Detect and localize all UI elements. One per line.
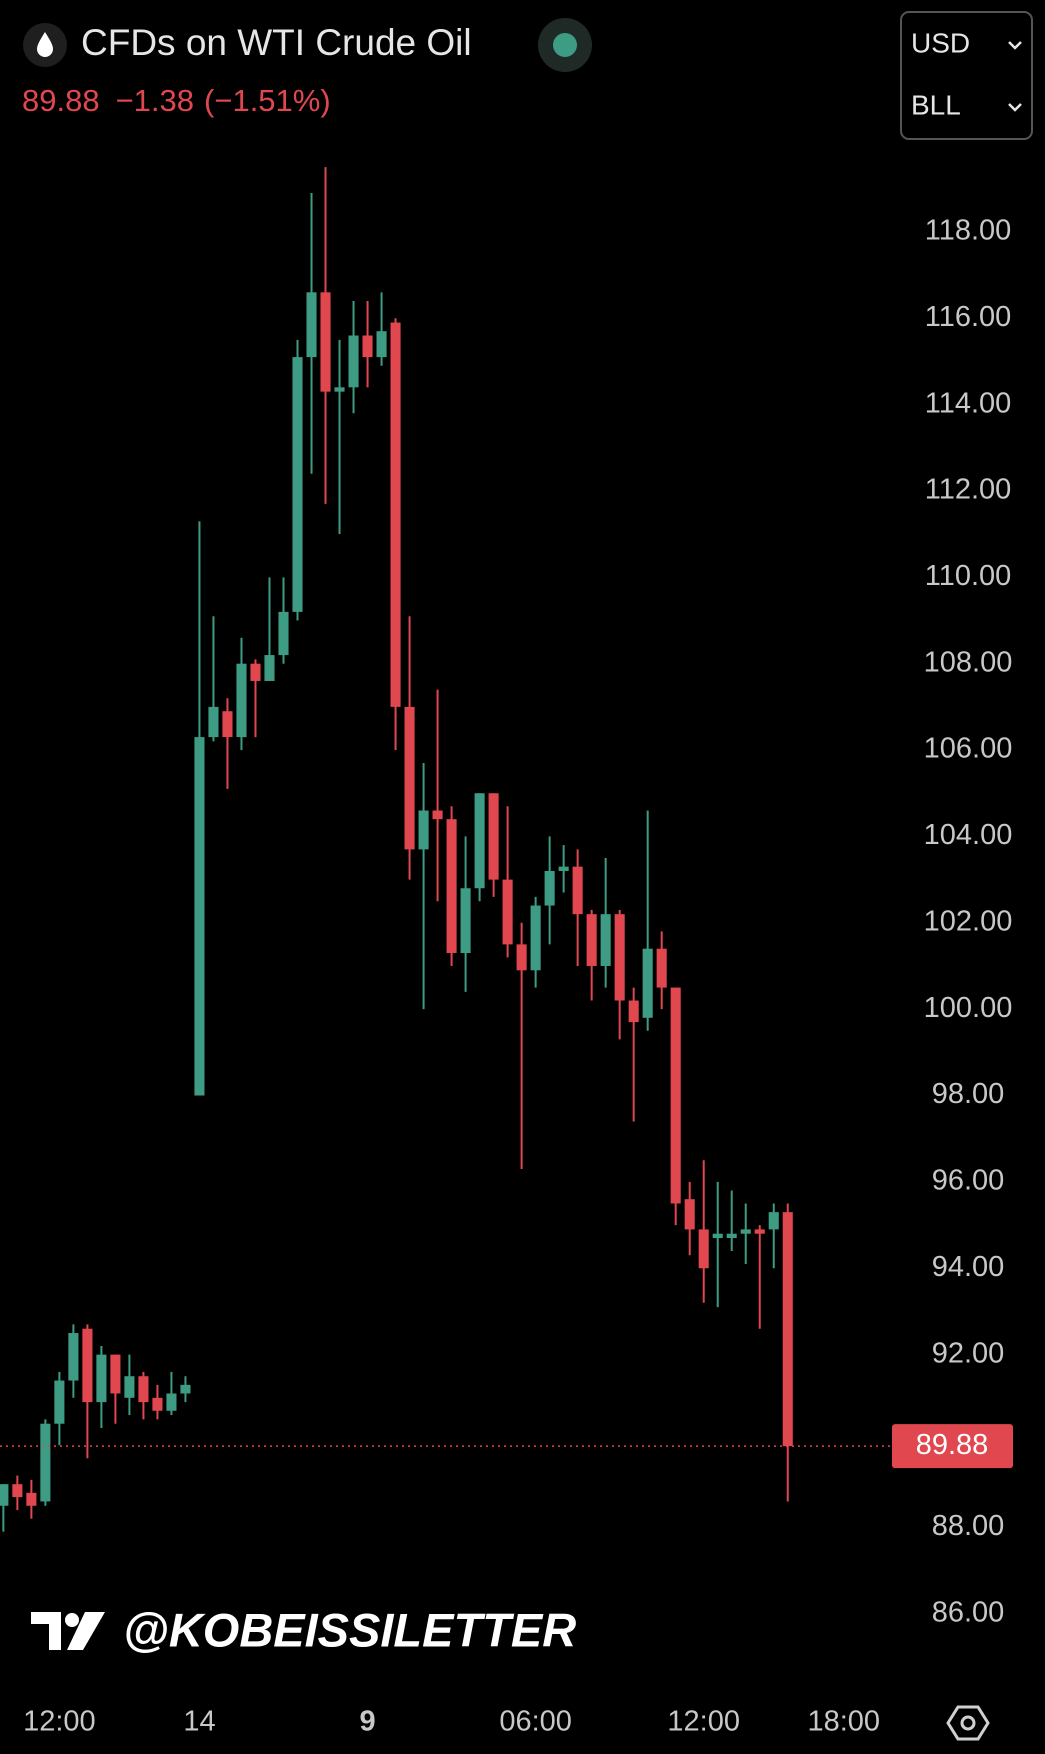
y-tick-label: 96.00 [932, 1165, 1005, 1197]
y-tick-label: 106.00 [924, 733, 1013, 765]
candle-body [138, 1376, 149, 1403]
x-tick-label: 9 [359, 1706, 375, 1738]
candle-body [376, 331, 387, 358]
candle-body [180, 1384, 191, 1394]
x-tick-label: 06:00 [499, 1706, 572, 1738]
unit-select[interactable]: BLL [911, 89, 961, 120]
candle-body [600, 914, 611, 966]
candle-body [628, 1000, 639, 1023]
candle-body [82, 1328, 93, 1403]
watermark: @KOBEISSILETTER [123, 1603, 576, 1656]
candle-body [166, 1393, 177, 1411]
candle-body [278, 611, 289, 656]
candle-body [558, 866, 569, 871]
candle-body [530, 905, 541, 971]
candle-body [152, 1397, 163, 1411]
y-tick-label: 98.00 [932, 1078, 1005, 1110]
candle-body [208, 706, 219, 738]
dropdown-panel [900, 11, 1033, 140]
header-price: 89.88 [22, 83, 100, 118]
candle-body [404, 706, 415, 850]
y-tick-label: 110.00 [925, 560, 1012, 592]
candle-body [264, 655, 275, 681]
candle-body [712, 1233, 723, 1239]
candle-body [320, 292, 331, 392]
header-change-percent: (−1.51%) [204, 83, 331, 118]
candle-body [12, 1484, 23, 1498]
candle-body [306, 292, 317, 358]
candle-body [586, 914, 597, 966]
y-tick-label: 114.00 [925, 387, 1012, 419]
y-tick-label: 88.00 [932, 1510, 1005, 1542]
chart-title: CFDs on WTI Crude Oil [81, 22, 472, 63]
y-tick-label: 104.00 [924, 819, 1013, 851]
candle-body [516, 944, 527, 971]
candle-body [698, 1229, 709, 1269]
candle-body [222, 711, 233, 738]
candle-body [754, 1229, 765, 1234]
candle-body [684, 1199, 695, 1230]
candle-body [194, 737, 205, 1096]
oil-drop [37, 32, 53, 57]
y-tick-label: 86.00 [932, 1596, 1005, 1628]
x-tick-label: 18:00 [807, 1706, 880, 1738]
y-tick-label: 100.00 [924, 992, 1013, 1024]
candle-body [740, 1229, 751, 1234]
chevron [1008, 103, 1022, 112]
chevron [1008, 41, 1022, 50]
candle-body [348, 335, 359, 388]
candle-body [614, 914, 625, 1001]
x-tick-label: 12:00 [667, 1706, 740, 1738]
candle-body [68, 1333, 79, 1381]
last-price-label: 89.88 [916, 1429, 989, 1461]
y-tick-label: 102.00 [924, 905, 1013, 937]
candle-body [236, 663, 247, 738]
candle-body [488, 793, 499, 880]
candle-body [446, 819, 457, 954]
candle-body [26, 1492, 37, 1506]
candle-body [292, 357, 303, 612]
candle-body [670, 987, 681, 1204]
candle-body [502, 879, 513, 945]
candle-body [250, 663, 261, 681]
candle-body [544, 870, 555, 906]
candle-body [642, 948, 653, 1018]
candle-body [432, 810, 443, 820]
candle-body [96, 1354, 107, 1403]
tv-logo [31, 1612, 105, 1650]
candle-body [110, 1354, 121, 1394]
candle-body [460, 888, 471, 954]
settings-icon[interactable] [946, 1705, 990, 1741]
y-tick-label: 118.00 [925, 215, 1012, 247]
candle-body [656, 948, 667, 988]
candle-body [474, 793, 485, 889]
x-tick-label: 12:00 [23, 1706, 96, 1738]
header-change: −1.38 [116, 83, 194, 118]
candle-body [782, 1212, 793, 1447]
candle-body [54, 1380, 65, 1424]
x-tick-label: 14 [183, 1706, 215, 1738]
candle-body [124, 1376, 135, 1398]
candle-body [726, 1233, 737, 1239]
y-tick-label: 108.00 [924, 646, 1013, 678]
plot-area [0, 167, 890, 1532]
y-tick-label: 116.00 [925, 301, 1012, 333]
candle-body [768, 1212, 779, 1230]
currency-select[interactable]: USD [911, 27, 970, 58]
last-price-box [892, 1424, 1013, 1469]
y-tick-label: 94.00 [932, 1251, 1005, 1283]
candle-body [334, 387, 345, 392]
candle-body [390, 322, 401, 707]
candle-body [0, 1484, 9, 1506]
candle-body [362, 335, 373, 358]
candle-body [40, 1423, 51, 1502]
y-tick-label: 92.00 [932, 1337, 1005, 1369]
status-dot [553, 33, 577, 57]
candle-body [418, 810, 429, 850]
y-tick-label: 112.00 [925, 474, 1012, 506]
candle-body [572, 866, 583, 915]
